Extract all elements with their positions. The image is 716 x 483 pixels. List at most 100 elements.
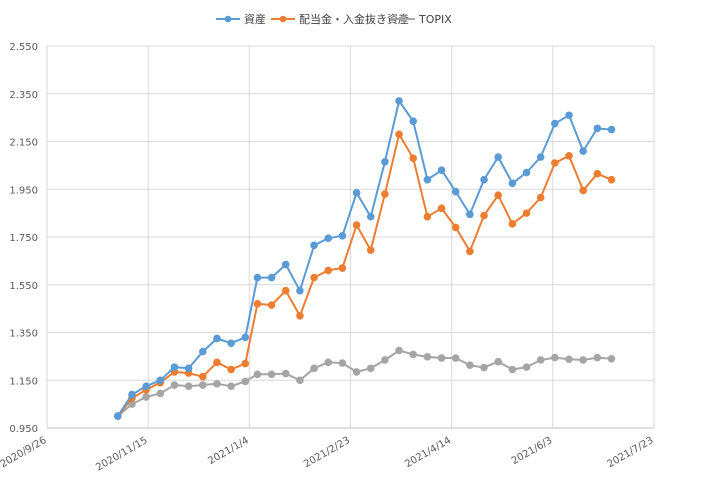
data-point [381, 190, 389, 198]
series-1 [114, 97, 616, 420]
data-point [508, 365, 517, 374]
data-point [352, 368, 361, 376]
data-point [437, 204, 446, 213]
data-point [381, 157, 389, 166]
y-tick-label: 1.750 [9, 233, 38, 244]
data-point [213, 380, 221, 388]
data-point [241, 377, 250, 386]
data-point [565, 355, 573, 364]
data-point [227, 339, 235, 348]
data-point [423, 175, 432, 184]
data-point [156, 389, 165, 398]
data-point [324, 234, 333, 242]
legend-label: 資産 [244, 13, 266, 26]
data-point [423, 353, 432, 361]
data-point [593, 169, 602, 178]
y-tick-label: 2.350 [9, 90, 38, 101]
data-point [579, 147, 587, 155]
legend-marker [224, 15, 232, 23]
data-point [480, 211, 488, 220]
data-point [267, 370, 276, 379]
data-point [508, 179, 517, 188]
data-point [480, 363, 488, 372]
data-point [579, 356, 587, 364]
data-point [324, 266, 333, 275]
data-point [128, 390, 136, 399]
data-point [593, 353, 602, 362]
y-tick-label: 1.950 [9, 185, 38, 196]
data-point [310, 273, 318, 282]
data-point [579, 186, 587, 195]
data-point [198, 347, 207, 356]
data-point [267, 301, 276, 309]
data-point [395, 346, 403, 355]
x-tick-label: 2021/7/23 [606, 435, 656, 470]
data-point [466, 210, 474, 219]
x-tick-label: 2021/4/14 [403, 435, 453, 470]
data-point [281, 369, 290, 378]
data-point [536, 193, 545, 202]
data-point [241, 333, 250, 342]
data-point [352, 221, 361, 229]
legend-item: 配当金・入金抜き資産 [271, 12, 409, 26]
data-point [241, 359, 250, 368]
data-point [184, 364, 193, 373]
data-point [296, 376, 304, 385]
data-point [213, 334, 221, 343]
data-point [198, 372, 207, 381]
data-point [451, 354, 460, 362]
data-point [184, 382, 193, 391]
data-point [395, 97, 403, 105]
data-point [267, 273, 276, 282]
data-point [565, 152, 573, 160]
legend: 資産 配当金・入金抜き資産 TOPIX [216, 12, 452, 26]
data-point [198, 381, 207, 389]
data-point [366, 246, 375, 254]
data-point [466, 361, 474, 370]
data-point [170, 363, 179, 371]
data-point [324, 358, 333, 367]
x-tick-label: 2020/9/26 [0, 435, 49, 470]
data-point [551, 159, 559, 167]
data-point [114, 412, 122, 420]
data-point [142, 393, 150, 401]
y-axis-tick-labels: 0.950 1.150 1.350 1.550 1.750 1.950 2.150 2.350… [9, 42, 38, 435]
data-point [409, 350, 418, 359]
data-point [310, 364, 318, 373]
data-point [227, 382, 235, 391]
data-point [522, 209, 531, 217]
legend-item: TOPIX [391, 13, 452, 26]
x-tick-label: 2021/2/23 [302, 435, 352, 470]
y-tick-label: 1.150 [9, 376, 38, 387]
data-point [409, 154, 418, 163]
data-point [253, 300, 262, 308]
data-point [296, 286, 304, 295]
data-point [281, 260, 290, 269]
series-layer [114, 97, 616, 420]
data-point [494, 357, 503, 366]
data-point [253, 370, 262, 379]
data-point [522, 363, 531, 371]
data-point [296, 311, 304, 320]
y-tick-label: 1.550 [9, 281, 38, 292]
x-tick-label: 2020/11/15 [94, 435, 149, 473]
data-point [338, 359, 347, 367]
data-point [381, 356, 389, 364]
data-point [607, 125, 616, 134]
data-point [607, 175, 616, 184]
legend-label: TOPIX [418, 13, 452, 26]
data-point [451, 187, 460, 196]
data-point [338, 232, 347, 240]
data-point [366, 212, 375, 221]
data-point [423, 212, 432, 221]
x-tick-label: 2021/6/3 [510, 435, 554, 467]
data-point [522, 168, 531, 177]
data-point [437, 354, 446, 362]
y-tick-label: 1.350 [9, 329, 38, 340]
data-point [593, 124, 602, 133]
y-tick-label: 0.950 [9, 424, 38, 435]
series-2 [114, 130, 616, 420]
data-point [565, 111, 573, 120]
